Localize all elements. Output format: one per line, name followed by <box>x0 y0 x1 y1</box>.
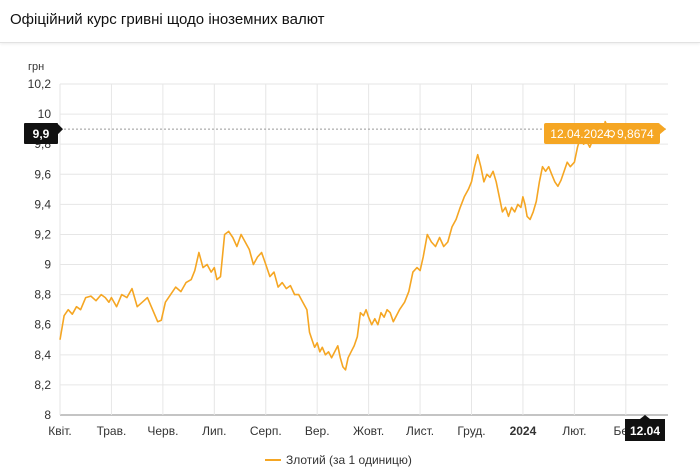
y-tick-label: 8,8 <box>34 288 51 302</box>
y-tick-label: 8,6 <box>34 318 51 332</box>
hover-point-marker <box>607 130 615 138</box>
y-tick-label: 9 <box>44 258 51 272</box>
x-tick-label: Жовт. <box>353 424 384 438</box>
x-tick-label: Трав. <box>97 424 127 438</box>
x-tick-label: Груд. <box>457 424 485 438</box>
grid-lines <box>59 83 668 416</box>
tooltip-text: 12.04.2024: 9,8674 <box>550 127 654 141</box>
crosshair-value-label: 9,9 <box>33 127 50 141</box>
y-tick-label: 10,2 <box>28 77 52 91</box>
y-axis-unit-label: грн <box>28 61 44 73</box>
current-date-label: 12.04 <box>630 424 660 438</box>
x-tick-label: 2024 <box>510 424 537 438</box>
y-tick-label: 8 <box>44 408 51 422</box>
legend-label-zloty: Злотий (за 1 одиницю) <box>286 453 412 467</box>
x-tick-label: Лист. <box>406 424 434 438</box>
x-tick-label: Квіт. <box>48 424 72 438</box>
y-tick-label: 8,4 <box>34 348 51 362</box>
page-title: Офіційний курс гривні щодо іноземних вал… <box>10 11 325 28</box>
series-line-zloty[interactable] <box>59 120 613 371</box>
y-tick-label: 9,2 <box>34 227 51 241</box>
x-tick-label: Лип. <box>202 424 226 438</box>
x-axis-ticks: Квіт. Трав. Черв. Лип. Серп. Вер. Жовт. Лист. Гр… <box>48 424 638 438</box>
legend[interactable]: Злотий (за 1 одиницю) <box>265 453 412 467</box>
tooltip-callout: 12.04.2024: 9,8674 <box>544 123 666 144</box>
page-header: Офіційний курс гривні щодо іноземних вал… <box>0 0 700 43</box>
x-tick-label: Лют. <box>562 424 586 438</box>
y-tick-label: 9,6 <box>34 167 51 181</box>
current-date-badge: 12.04 <box>625 415 665 441</box>
crosshair-value-badge: 9,9 <box>24 123 63 144</box>
x-tick-label: Черв. <box>147 424 178 438</box>
y-tick-label: 8,2 <box>34 378 51 392</box>
y-tick-label: 10 <box>38 107 52 121</box>
x-tick-label: Серп. <box>250 424 282 438</box>
y-tick-label: 9,4 <box>34 197 51 211</box>
x-tick-label: Вер. <box>305 424 330 438</box>
